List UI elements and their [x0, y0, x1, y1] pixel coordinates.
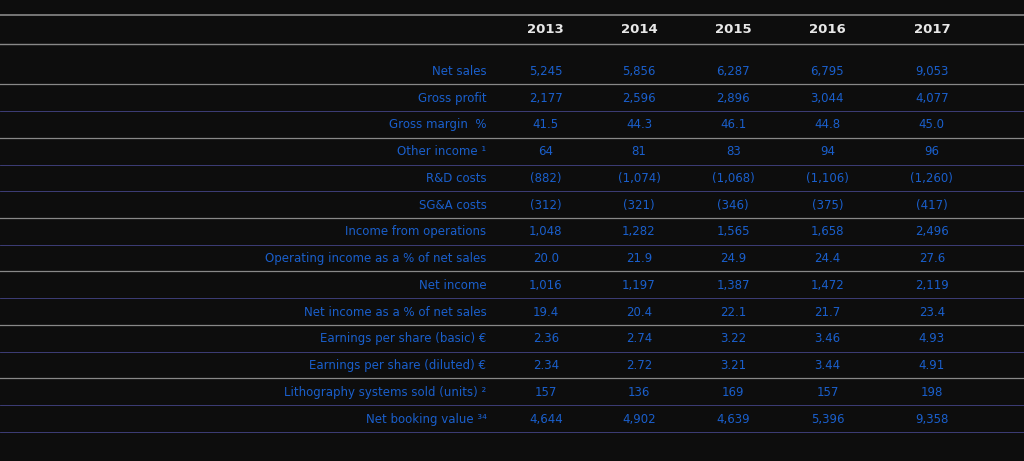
Text: 2015: 2015 [715, 24, 752, 36]
Text: 3,044: 3,044 [811, 92, 844, 105]
Text: Operating income as a % of net sales: Operating income as a % of net sales [265, 252, 486, 265]
Text: 2013: 2013 [527, 24, 564, 36]
Text: 20.4: 20.4 [626, 306, 652, 319]
Text: 83: 83 [726, 145, 740, 158]
Text: 45.0: 45.0 [919, 118, 945, 131]
Text: 20.0: 20.0 [532, 252, 559, 265]
Text: 9,053: 9,053 [915, 65, 948, 78]
Text: 198: 198 [921, 386, 943, 399]
Text: 2.36: 2.36 [532, 332, 559, 345]
Text: (321): (321) [624, 199, 654, 212]
Text: Net income: Net income [419, 279, 486, 292]
Text: 9,358: 9,358 [915, 413, 948, 426]
Text: 4,902: 4,902 [623, 413, 655, 426]
Text: 2,177: 2,177 [529, 92, 562, 105]
Text: 24.9: 24.9 [720, 252, 746, 265]
Text: (375): (375) [812, 199, 843, 212]
Text: (1,074): (1,074) [617, 172, 660, 185]
Text: 44.3: 44.3 [626, 118, 652, 131]
Text: Income from operations: Income from operations [345, 225, 486, 238]
Text: 6,287: 6,287 [717, 65, 750, 78]
Text: 22.1: 22.1 [720, 306, 746, 319]
Text: 2017: 2017 [913, 24, 950, 36]
Text: 157: 157 [816, 386, 839, 399]
Text: 157: 157 [535, 386, 557, 399]
Text: 1,048: 1,048 [529, 225, 562, 238]
Text: 1,565: 1,565 [717, 225, 750, 238]
Text: 2.34: 2.34 [532, 359, 559, 372]
Text: 4.91: 4.91 [919, 359, 945, 372]
Text: 24.4: 24.4 [814, 252, 841, 265]
Text: 23.4: 23.4 [919, 306, 945, 319]
Text: 4,639: 4,639 [717, 413, 750, 426]
Text: Gross margin  %: Gross margin % [389, 118, 486, 131]
Text: 1,197: 1,197 [623, 279, 655, 292]
Text: 1,387: 1,387 [717, 279, 750, 292]
Text: (417): (417) [915, 199, 948, 212]
Text: 41.5: 41.5 [532, 118, 559, 131]
Text: 136: 136 [628, 386, 650, 399]
Text: (1,260): (1,260) [910, 172, 953, 185]
Text: 5,856: 5,856 [623, 65, 655, 78]
Text: 96: 96 [925, 145, 939, 158]
Text: 5,396: 5,396 [811, 413, 844, 426]
Text: 1,658: 1,658 [811, 225, 844, 238]
Text: 1,016: 1,016 [529, 279, 562, 292]
Text: 4,077: 4,077 [915, 92, 948, 105]
Text: (1,106): (1,106) [806, 172, 849, 185]
Text: 1,472: 1,472 [811, 279, 844, 292]
Text: 2.74: 2.74 [626, 332, 652, 345]
Text: Net booking value ³⁴: Net booking value ³⁴ [366, 413, 486, 426]
Text: R&D costs: R&D costs [426, 172, 486, 185]
Text: 2,496: 2,496 [915, 225, 948, 238]
Text: 3.22: 3.22 [720, 332, 746, 345]
Text: 169: 169 [722, 386, 744, 399]
Text: 94: 94 [820, 145, 835, 158]
Text: 64: 64 [539, 145, 553, 158]
Text: Earnings per share (basic) €: Earnings per share (basic) € [321, 332, 486, 345]
Text: 27.6: 27.6 [919, 252, 945, 265]
Text: (312): (312) [530, 199, 561, 212]
Text: 5,245: 5,245 [529, 65, 562, 78]
Text: Gross profit: Gross profit [418, 92, 486, 105]
Text: 2016: 2016 [809, 24, 846, 36]
Text: Other income ¹: Other income ¹ [397, 145, 486, 158]
Text: 44.8: 44.8 [814, 118, 841, 131]
Text: 6,795: 6,795 [811, 65, 844, 78]
Text: 4.93: 4.93 [919, 332, 945, 345]
Text: 21.9: 21.9 [626, 252, 652, 265]
Text: 19.4: 19.4 [532, 306, 559, 319]
Text: (1,068): (1,068) [712, 172, 755, 185]
Text: 2014: 2014 [621, 24, 657, 36]
Text: 2,896: 2,896 [717, 92, 750, 105]
Text: Net income as a % of net sales: Net income as a % of net sales [304, 306, 486, 319]
Text: (882): (882) [530, 172, 561, 185]
Text: 46.1: 46.1 [720, 118, 746, 131]
Text: 4,644: 4,644 [529, 413, 562, 426]
Text: 2.72: 2.72 [626, 359, 652, 372]
Text: 3.44: 3.44 [814, 359, 841, 372]
Text: 2,119: 2,119 [915, 279, 948, 292]
Text: 1,282: 1,282 [623, 225, 655, 238]
Text: 3.21: 3.21 [720, 359, 746, 372]
Text: (346): (346) [718, 199, 749, 212]
Text: Earnings per share (diluted) €: Earnings per share (diluted) € [309, 359, 486, 372]
Text: 81: 81 [632, 145, 646, 158]
Text: 3.46: 3.46 [814, 332, 841, 345]
Text: SG&A costs: SG&A costs [419, 199, 486, 212]
Text: 2,596: 2,596 [623, 92, 655, 105]
Text: 21.7: 21.7 [814, 306, 841, 319]
Text: Net sales: Net sales [432, 65, 486, 78]
Text: Lithography systems sold (units) ²: Lithography systems sold (units) ² [284, 386, 486, 399]
